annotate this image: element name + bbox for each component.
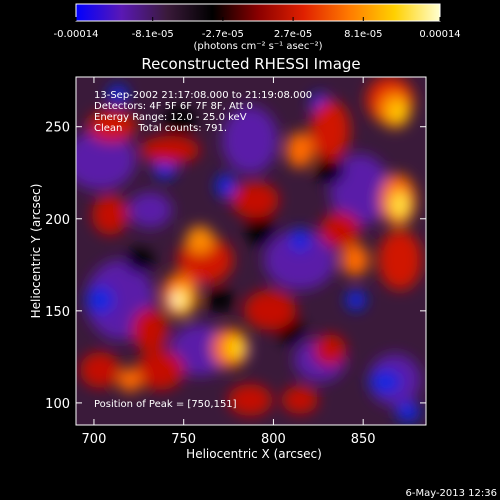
colorbar-tick-label: 2.7e-05	[274, 29, 312, 40]
heatmap-blob	[330, 154, 390, 226]
annotation-detectors: Detectors: 4F 5F 6F 7F 8F, Att 0	[94, 101, 253, 112]
heatmap-blob	[244, 290, 296, 330]
y-axis-ticks: 100 150 200 250	[45, 121, 426, 412]
plot-frame	[75, 76, 427, 426]
heatmap-blob	[390, 191, 410, 219]
heatmap-area	[76, 77, 426, 425]
heatmap-blob	[216, 174, 236, 198]
heatmap-blob	[222, 106, 278, 174]
annotation-time-range: 13-Sep-2002 21:17:08.000 to 21:19:08.000	[94, 90, 312, 101]
heatmap-blob	[88, 110, 136, 142]
colorbar	[75, 3, 441, 22]
heatmap-blob	[341, 244, 369, 276]
x-tick-label: 850	[351, 432, 376, 447]
heatmap-blob	[206, 288, 234, 312]
heatmap-blob	[282, 386, 318, 414]
heatmap-blob	[86, 286, 114, 314]
heatmap-blob	[226, 336, 246, 360]
heatmap-blob	[390, 102, 406, 122]
heatmap-blob	[290, 228, 310, 252]
y-tick-label: 250	[45, 121, 70, 136]
chart-title: Reconstructed RHESSI Image	[141, 55, 360, 73]
y-tick-label: 150	[45, 305, 70, 320]
heatmap-blob	[136, 350, 184, 390]
y-tick-label: 200	[45, 213, 70, 228]
y-tick-label: 100	[45, 397, 70, 412]
heatmap-blob	[170, 293, 182, 307]
heatmap-blob	[186, 226, 214, 254]
heatmap-blob	[314, 334, 346, 366]
x-tick-label: 700	[82, 432, 107, 447]
x-axis-label: Heliocentric X (arcsec)	[186, 447, 322, 461]
heatmap-blobs	[76, 77, 422, 422]
heatmap-blob	[132, 308, 168, 352]
heatmap-blob	[164, 106, 196, 134]
heatmap-blob	[126, 248, 154, 272]
annotation-total-counts: Clean Total counts: 791.	[94, 123, 227, 134]
peak-position-label: Position of Peak = [750,151]	[94, 399, 237, 410]
colorbar-tick-label: -0.00014	[54, 29, 99, 40]
heatmap-blob	[369, 370, 401, 394]
colorbar-tick-label: 8.1e-05	[344, 29, 382, 40]
heatmap-blob	[316, 156, 344, 184]
x-tick-label: 800	[261, 432, 286, 447]
colorbar-ticks: -0.00014 -8.1e-05 -2.7e-05 2.7e-05 8.1e-05 0.…	[54, 17, 461, 40]
y-axis-label: Heliocentric Y (arcsec)	[29, 184, 43, 319]
heatmap-blob	[286, 132, 314, 168]
x-tick-label: 750	[171, 432, 196, 447]
heatmap-blob	[320, 212, 360, 248]
heatmap-blob	[246, 214, 274, 246]
colorbar-tick-label: 0.00014	[419, 29, 460, 40]
annotation-energy-range: Energy Range: 12.0 - 25.0 keV	[94, 112, 247, 123]
heatmap-blob	[118, 368, 142, 392]
heatmap-blob	[378, 230, 422, 290]
heatmap-blob	[140, 136, 200, 164]
heatmap-blob	[92, 195, 128, 235]
heatmap-blob	[80, 352, 120, 388]
heatmap-blob	[346, 290, 366, 310]
heatmap-blob	[264, 230, 336, 290]
heatmap-blob	[231, 182, 279, 218]
heatmap-blob	[310, 100, 350, 160]
heatmap-blob	[396, 402, 420, 422]
heatmap-blob	[108, 85, 128, 105]
colorbar-tick-label: -2.7e-05	[202, 29, 244, 40]
heatmap-blob	[228, 384, 272, 416]
x-axis-ticks: 700 750 800 850	[82, 77, 376, 447]
footer-date: 6-May-2013 12:36	[405, 488, 497, 499]
heatmap-blob	[128, 192, 172, 228]
heatmap-blob	[76, 130, 136, 190]
colorbar-units-label: (photons cm⁻² s⁻¹ asec⁻²)	[193, 41, 322, 52]
colorbar-tick-label: -8.1e-05	[132, 29, 174, 40]
